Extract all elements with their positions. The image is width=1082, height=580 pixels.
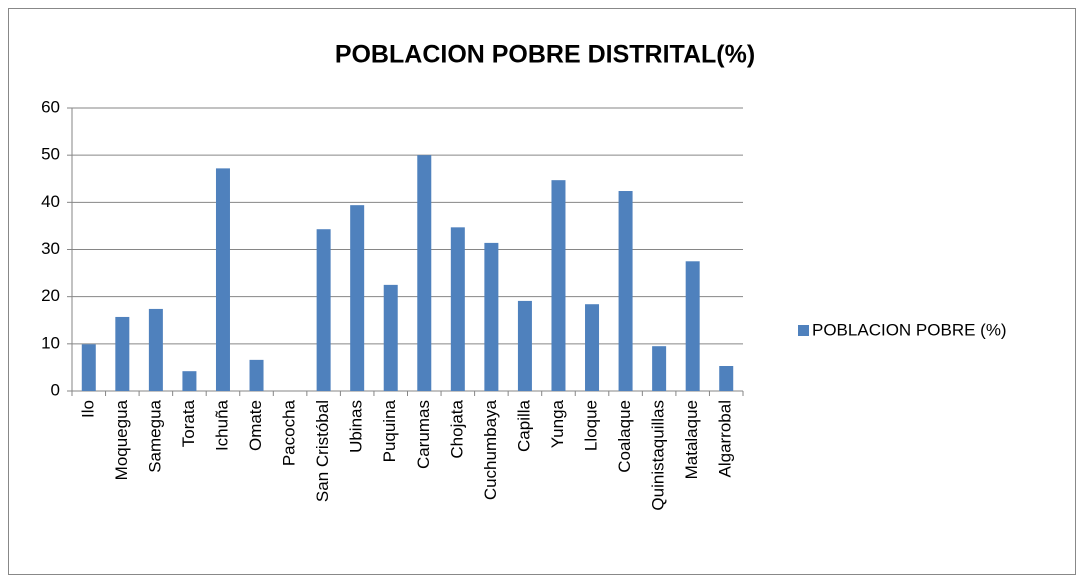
y-tick-label: 40 xyxy=(41,192,60,211)
bar xyxy=(417,155,432,391)
bar xyxy=(652,346,667,391)
y-tick-label: 10 xyxy=(41,333,60,352)
bar xyxy=(148,308,163,391)
x-tick-label: Matalaque xyxy=(682,400,701,479)
legend-label: POBLACION POBRE (%) xyxy=(812,320,1007,339)
x-tick-label: Moquegua xyxy=(112,399,131,480)
bar xyxy=(517,300,532,391)
x-tick-label: Torata xyxy=(179,399,198,447)
bar xyxy=(484,242,499,391)
bar xyxy=(585,304,600,391)
bar xyxy=(685,261,700,391)
legend-swatch xyxy=(798,325,809,336)
bar xyxy=(115,316,130,391)
x-tick-label: Pacocha xyxy=(280,399,299,466)
y-tick-label: 0 xyxy=(51,380,60,399)
bar xyxy=(719,366,734,391)
x-tick-label: Puquina xyxy=(380,399,399,462)
x-tick-label: Lloque xyxy=(582,400,601,451)
bar xyxy=(81,344,96,391)
chart-border xyxy=(8,8,1076,575)
x-tick-label: San Cristóbal xyxy=(313,400,332,502)
x-tick-label: Capilla xyxy=(514,399,533,452)
y-tick-label: 60 xyxy=(41,97,60,116)
x-tick-label: Carumas xyxy=(414,400,433,469)
y-tick-label: 30 xyxy=(41,239,60,258)
bar xyxy=(182,371,197,391)
bar xyxy=(551,180,566,391)
y-tick-label: 20 xyxy=(41,286,60,305)
x-tick-label: Yunga xyxy=(548,399,567,448)
x-tick-label: Samegua xyxy=(145,399,164,472)
x-tick-label: Ubinas xyxy=(347,400,366,453)
chart-title: POBLACION POBRE DISTRITAL(%) xyxy=(335,41,755,69)
x-tick-label: Algarrobal xyxy=(716,400,735,478)
bar xyxy=(249,359,264,391)
bar xyxy=(618,191,633,391)
x-tick-label: Coalaque xyxy=(615,400,634,473)
bar xyxy=(450,227,465,391)
x-tick-label: Chojata xyxy=(447,399,466,458)
x-tick-label: Omate xyxy=(246,400,265,451)
bar xyxy=(383,284,398,391)
bar xyxy=(350,205,365,391)
y-tick-label: 50 xyxy=(41,145,60,164)
x-tick-label: Ilo xyxy=(78,400,97,418)
x-tick-label: Quinistaquillas xyxy=(649,400,668,511)
bar xyxy=(316,229,331,391)
x-tick-label: Ichuña xyxy=(212,399,231,451)
bar xyxy=(215,168,230,391)
x-tick-label: Cuchumbaya xyxy=(481,399,500,500)
